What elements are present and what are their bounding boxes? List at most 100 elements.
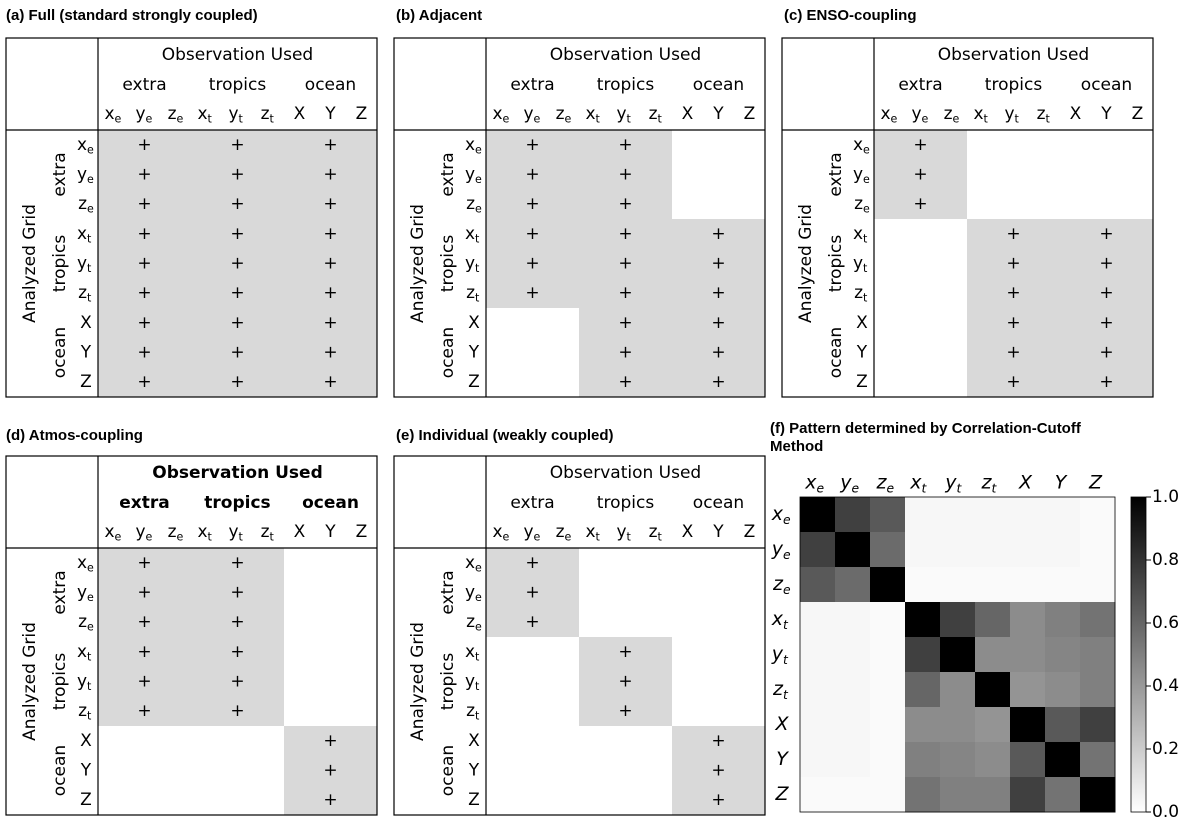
plus-marker: + [711, 254, 725, 274]
plus-marker: + [230, 642, 244, 662]
variable-label: Y [856, 343, 868, 363]
variable-subscript: t [239, 112, 244, 125]
panel-title: (c) ENSO-coupling [784, 7, 917, 24]
variable-label: x [465, 553, 475, 573]
colorbar-tick-label: 1.0 [1152, 487, 1179, 507]
heatmap-cell [905, 637, 941, 673]
heatmap-cell [800, 567, 836, 603]
variable-label: x [197, 522, 207, 542]
heatmap-cell [1010, 672, 1046, 708]
variable-label: x [771, 608, 784, 630]
variable-label: y [228, 522, 238, 542]
variable-subscript: t [475, 292, 480, 305]
variable-subscript: t [863, 232, 868, 245]
coupled-block [1060, 308, 1153, 397]
column-group: extra [510, 75, 554, 95]
column-group: ocean [1081, 75, 1132, 95]
variable-subscript: t [1015, 112, 1020, 125]
variable-subscript: t [208, 112, 213, 125]
variable-label: y [853, 254, 863, 274]
variable-subscript: t [87, 710, 92, 723]
plus-marker: + [137, 224, 151, 244]
variable-label: z [261, 522, 270, 542]
variable-subscript: t [863, 262, 868, 275]
panel-title: (e) Individual (weakly coupled) [396, 427, 614, 444]
variable-label: x [880, 104, 890, 124]
heatmap-cell [1080, 707, 1116, 743]
row-header: Analyzed Grid [796, 204, 816, 323]
variable-subscript: e [115, 530, 122, 543]
variable-label: z [466, 701, 475, 721]
variable-label: z [981, 472, 993, 494]
plus-marker: + [137, 553, 151, 573]
heatmap-cell [975, 567, 1011, 603]
variable-subscript: t [239, 530, 244, 543]
variable-subscript: e [503, 530, 510, 543]
heatmap-cell [835, 567, 871, 603]
plus-marker: + [618, 701, 632, 721]
variable-subscript: e [475, 173, 482, 186]
plus-marker: + [711, 224, 725, 244]
colorbar-tick-label: 0.8 [1152, 550, 1179, 570]
coupled-block [486, 219, 579, 308]
row-header: Analyzed Grid [20, 204, 40, 323]
heatmap-cell [835, 777, 871, 813]
heatmap-cell [835, 707, 871, 743]
variable-subscript: e [87, 591, 94, 604]
variable-label: y [616, 104, 626, 124]
plus-marker: + [1099, 343, 1113, 363]
colorbar-tick-label: 0.4 [1152, 676, 1179, 696]
variable-label: y [465, 672, 475, 692]
variable-subscript: t [863, 292, 868, 305]
variable-label: x [585, 104, 595, 124]
plus-marker: + [137, 313, 151, 333]
colorbar-tick-label: 0.6 [1152, 613, 1179, 633]
heatmap-cell [905, 567, 941, 603]
heatmap-title-1: (f) Pattern determined by Correlation-Cu… [770, 420, 1082, 455]
plus-marker: + [137, 701, 151, 721]
variable-subscript: e [146, 530, 153, 543]
variable-subscript: t [957, 482, 963, 496]
heatmap-cell [940, 707, 976, 743]
variable-label: z [772, 678, 784, 700]
plus-marker: + [711, 731, 725, 751]
variable-label: Z [1132, 104, 1144, 124]
row-group: tropics [438, 235, 458, 293]
heatmap-cell [1010, 567, 1046, 603]
variable-subscript: e [953, 112, 960, 125]
variable-subscript: t [783, 688, 789, 702]
plus-marker: + [1006, 283, 1020, 303]
variable-label: z [78, 612, 87, 632]
variable-subscript: t [1046, 112, 1051, 125]
plus-marker: + [230, 553, 244, 573]
variable-label: x [492, 522, 502, 542]
plus-marker: + [323, 343, 337, 363]
plus-marker: + [230, 701, 244, 721]
variable-label: y [523, 104, 533, 124]
variable-subscript: e [146, 112, 153, 125]
row-group: ocean [438, 327, 458, 378]
variable-label: X [294, 522, 306, 542]
heatmap-cell [940, 532, 976, 568]
variable-label: Y [468, 761, 480, 781]
coupled-block [672, 726, 765, 815]
plus-marker: + [137, 194, 151, 214]
variable-subscript: t [783, 653, 789, 667]
variable-subscript: e [783, 513, 791, 527]
plus-marker: + [618, 254, 632, 274]
heatmap-cell [1010, 602, 1046, 638]
heatmap-cell [975, 707, 1011, 743]
variable-label: y [77, 672, 87, 692]
heatmap-cell [835, 497, 871, 533]
column-group: ocean [693, 75, 744, 95]
coupled-block [579, 130, 672, 219]
plus-marker: + [323, 254, 337, 274]
variable-subscript: t [992, 482, 998, 496]
plus-marker: + [137, 165, 151, 185]
heatmap-cell [975, 532, 1011, 568]
table-border [393, 455, 766, 816]
variable-label: X [468, 731, 480, 751]
variable-subscript: e [475, 143, 482, 156]
variable-label: y [853, 165, 863, 185]
variable-label: x [197, 104, 207, 124]
